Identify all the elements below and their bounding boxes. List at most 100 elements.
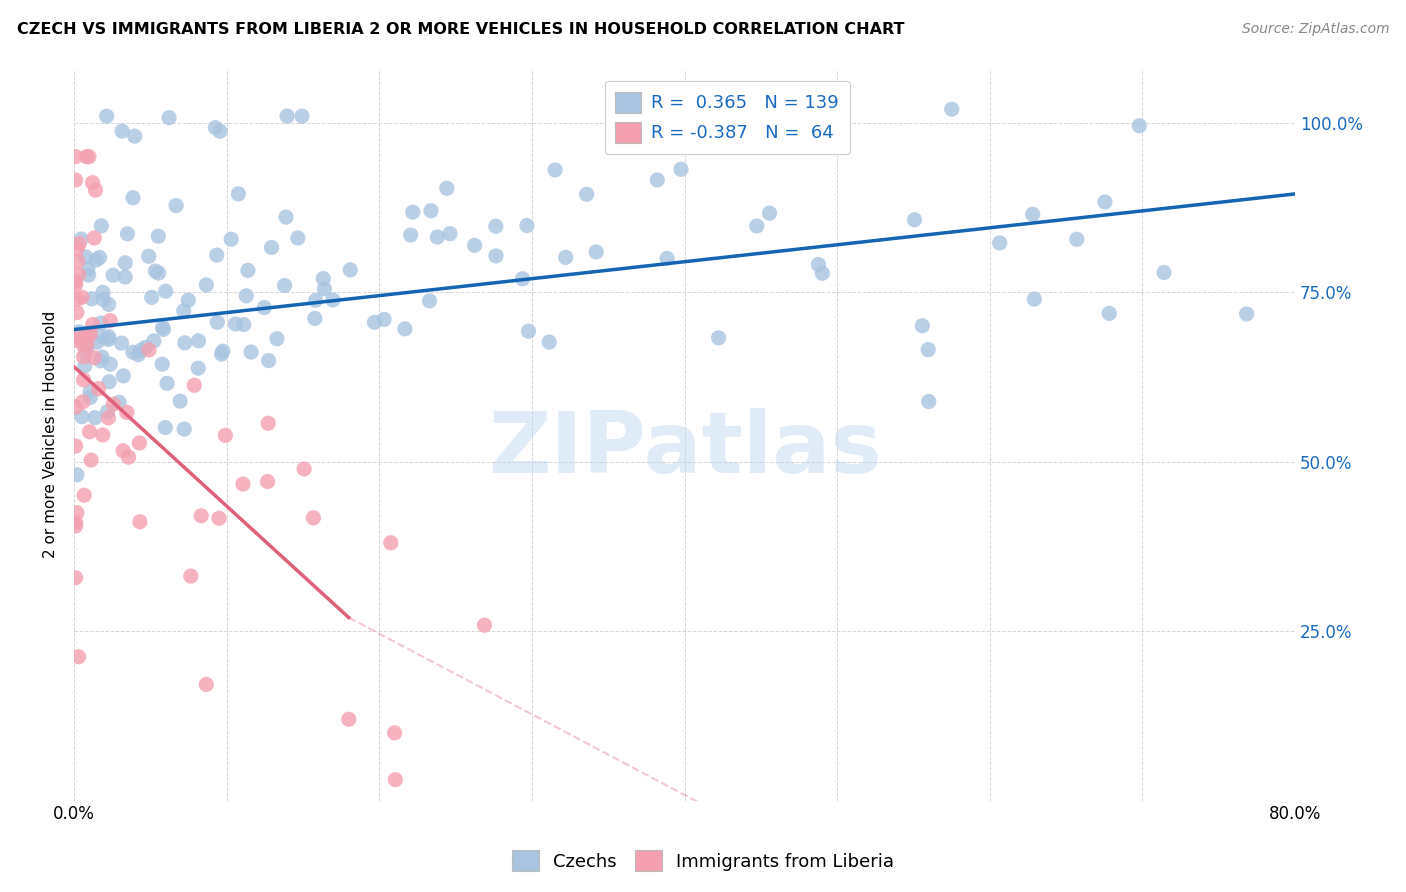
Point [82,176,104,190]
Point [138,343,160,357]
Point [65,333,87,347]
Point [155,420,177,434]
Point [148,266,170,280]
Point [1128,119,1150,133]
Point [256,475,278,489]
Point [207,315,229,329]
Point [257,417,280,431]
Point [73,488,96,502]
Point [121,345,143,359]
Point [187,361,209,376]
Point [112,368,135,383]
Point [655,252,678,266]
Point [266,332,288,346]
Point [312,271,335,285]
Point [205,248,228,262]
Point [1153,266,1175,280]
Point [84,183,107,197]
Point [103,397,125,411]
Point [97,333,120,347]
Point [917,343,939,357]
Point [129,343,152,358]
Point [76,327,98,342]
Point [117,227,139,241]
Point [82,318,104,332]
Point [84,252,107,267]
Legend: Czechs, Immigrants from Liberia: Czechs, Immigrants from Liberia [505,843,901,879]
Point [66,467,89,482]
Point [228,186,250,201]
Point [70,290,93,304]
Point [337,712,360,726]
Point [90,354,112,368]
Point [138,249,160,263]
Point [152,320,174,334]
Point [291,109,314,123]
Point [80,453,103,467]
Point [219,232,242,246]
Point [84,410,107,425]
Point [70,232,93,246]
Point [304,311,326,326]
Point [485,249,508,263]
Point [65,173,87,187]
Point [173,303,195,318]
Point [91,285,114,300]
Point [129,515,152,529]
Point [384,726,406,740]
Point [1098,306,1121,320]
Point [77,268,100,282]
Point [66,305,89,319]
Text: ZIPatlas: ZIPatlas [488,408,882,491]
Point [65,571,87,585]
Text: CZECH VS IMMIGRANTS FROM LIBERIA 2 OR MORE VEHICLES IN HOUSEHOLD CORRELATION CHA: CZECH VS IMMIGRANTS FROM LIBERIA 2 OR MO… [17,22,904,37]
Point [124,129,146,144]
Point [807,258,830,272]
Point [150,357,173,371]
Point [83,231,105,245]
Point [111,124,134,138]
Point [152,322,174,336]
Point [86,335,108,350]
Point [436,181,458,195]
Point [142,334,165,348]
Point [127,348,149,362]
Point [1094,194,1116,209]
Point [918,394,941,409]
Point [305,293,328,308]
Point [544,163,567,178]
Point [224,317,246,331]
Point [97,410,120,425]
Point [745,219,768,233]
Point [76,339,98,353]
Point [645,173,668,187]
Point [273,278,295,293]
Point [80,292,103,306]
Point [135,340,157,354]
Point [70,409,93,424]
Point [177,293,200,308]
Point [117,450,139,464]
Point [211,347,233,361]
Point [97,297,120,311]
Point [1021,207,1043,221]
Point [66,330,89,344]
Point [420,203,443,218]
Point [90,316,112,330]
Point [1066,232,1088,246]
Point [1024,292,1046,306]
Point [65,516,87,530]
Point [373,312,395,326]
Point [98,375,121,389]
Point [96,109,118,123]
Point [439,227,461,241]
Point [76,150,98,164]
Point [941,102,963,116]
Point [426,230,449,244]
Point [911,318,934,333]
Point [380,536,402,550]
Point [314,282,336,296]
Point [128,436,150,450]
Point [115,405,138,419]
Point [173,422,195,436]
